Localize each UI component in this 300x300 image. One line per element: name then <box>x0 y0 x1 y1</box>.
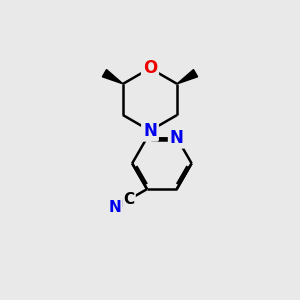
Text: N: N <box>109 200 121 215</box>
Polygon shape <box>177 70 198 84</box>
Text: N: N <box>143 122 157 140</box>
Text: C: C <box>123 192 135 207</box>
Text: O: O <box>143 59 157 77</box>
Text: N: N <box>170 129 184 147</box>
Polygon shape <box>102 70 123 84</box>
